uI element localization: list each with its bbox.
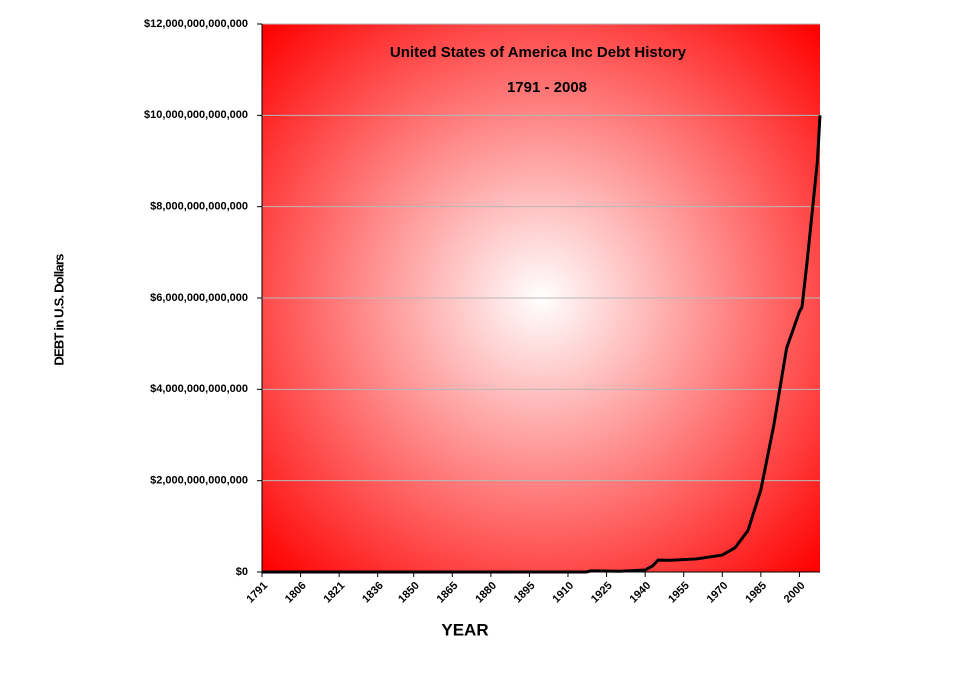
y-tick-label: $8,000,000,000,000: [150, 201, 248, 213]
x-tick-label: 1865: [435, 580, 461, 606]
y-tick-label: $2,000,000,000,000: [150, 475, 248, 487]
x-tick-label: 1970: [705, 580, 731, 606]
x-tick-label: 1791: [244, 580, 270, 606]
x-tick-label: 1940: [628, 580, 654, 606]
y-tick-label: $12,000,000,000,000: [144, 18, 248, 30]
x-tick-label: 1850: [396, 580, 422, 606]
chart-subtitle: 1791 - 2008: [507, 79, 587, 96]
x-tick-label: 1806: [283, 580, 309, 606]
x-tick-label: 1895: [512, 580, 538, 606]
y-tick-label: $6,000,000,000,000: [150, 292, 248, 304]
data-line: [262, 115, 822, 574]
x-tick-label: 1880: [473, 580, 499, 606]
chart-title: United States of America Inc Debt Histor…: [390, 44, 687, 61]
x-tick-label: 1925: [589, 580, 615, 606]
x-tick-label: 1821: [322, 580, 348, 606]
x-tick-label: 1836: [360, 580, 386, 606]
x-tick-label: 2000: [782, 580, 808, 606]
y-tick-label: $0: [236, 566, 248, 578]
x-tick-label: 1955: [666, 580, 692, 606]
x-tick-label: 1910: [550, 580, 576, 606]
y-axis-label: DEBT in U.S. Dollars: [51, 254, 66, 366]
y-tick-label: $4,000,000,000,000: [150, 383, 248, 395]
x-axis-label: YEAR: [441, 620, 488, 639]
y-tick-label: $10,000,000,000,000: [144, 109, 248, 121]
x-tick-label: 1985: [743, 580, 769, 606]
